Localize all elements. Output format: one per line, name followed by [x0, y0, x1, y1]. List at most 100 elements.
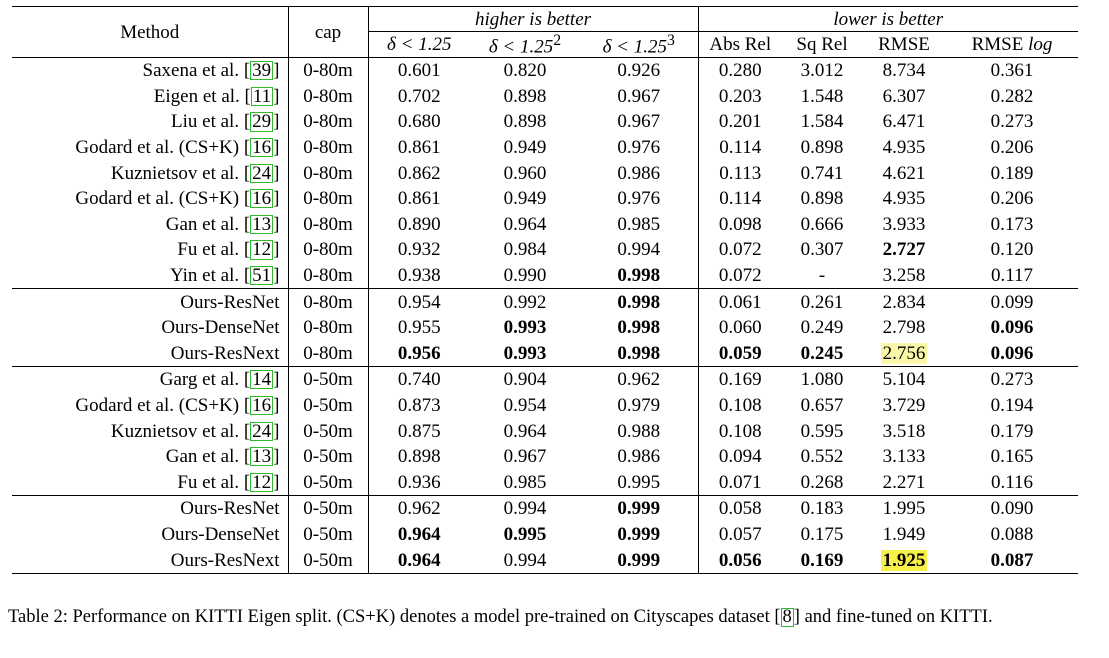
metric-value: 0.261: [800, 291, 844, 313]
delta3-header: δ < 1.253: [580, 31, 698, 58]
citation-link[interactable]: 24: [250, 420, 274, 442]
metric-value: 0.992: [503, 291, 547, 313]
citation-link[interactable]: 14: [250, 369, 274, 391]
citation-link[interactable]: 11: [250, 85, 274, 107]
citation-link[interactable]: 12: [250, 471, 274, 493]
metric-value: 0.740: [397, 369, 441, 391]
metric-value: 0.183: [800, 498, 844, 520]
method-cell: Liu et al. [29]: [12, 109, 288, 135]
method-cell: Ours-ResNet: [12, 495, 288, 522]
metric-value: 0.249: [800, 317, 844, 339]
method-name: Fu et al. [: [177, 239, 251, 261]
method-cell: Godard et al. (CS+K) [16]: [12, 186, 288, 212]
method-cell: Ours-DenseNet: [12, 315, 288, 341]
value-cell: 1.925: [862, 547, 946, 574]
metric-value: 2.834: [882, 291, 926, 313]
citation-bracket: ]: [273, 394, 280, 416]
metric-value: 0.955: [397, 317, 441, 339]
value-cell: 0.060: [697, 314, 782, 341]
metric-value: 0.108: [718, 395, 762, 417]
value-cell: 0.898: [367, 443, 470, 470]
metric-value: 0.165: [990, 446, 1034, 468]
method-cell: Saxena et al. [39]: [12, 56, 288, 84]
metric-value: 0.595: [800, 420, 844, 442]
value-cell: 0.976: [580, 135, 698, 161]
citation-link[interactable]: 16: [250, 394, 274, 416]
table-row: Yin et al. [51] 0-80m 0.938 0.990 0.998 0.072…: [12, 262, 1078, 289]
value-cell: 3.012: [782, 56, 862, 84]
citation-link[interactable]: 39: [250, 60, 274, 82]
method-cell: Godard et al. (CS+K) [16]: [12, 393, 288, 419]
table-row: Ours-ResNet 0-80m 0.954 0.992 0.998 0.061 0.26…: [12, 288, 1078, 315]
cap-cell: 0-50m: [287, 547, 368, 574]
citation-link[interactable]: 16: [250, 137, 274, 159]
metric-value: 4.935: [882, 188, 926, 210]
value-cell: 0.169: [782, 547, 862, 574]
table-row: Saxena et al. [39] 0-80m 0.601 0.820 0.926 0.…: [12, 56, 1078, 84]
delta2-header: δ < 1.252: [470, 31, 580, 58]
value-cell: 0.261: [782, 288, 862, 315]
citation-link[interactable]: 13: [250, 213, 274, 235]
rmselog-header: RMSE log: [946, 31, 1078, 58]
metric-value: 0.245: [800, 342, 844, 364]
cap-cell: 0-50m: [287, 418, 368, 444]
value-cell: 0.099: [946, 288, 1078, 315]
value-cell: 0.994: [470, 547, 580, 574]
method-cell: Ours-ResNext: [12, 341, 288, 367]
metric-value: 0.206: [990, 137, 1034, 159]
cap-cell: 0-50m: [287, 392, 368, 419]
method-cell: Garg et al. [14]: [12, 366, 288, 393]
value-cell: 6.307: [862, 84, 946, 110]
value-cell: 1.080: [782, 366, 862, 393]
metric-value: 0.099: [990, 291, 1034, 313]
cap-cell: 0-50m: [287, 469, 368, 496]
metric-value: 0.954: [397, 291, 441, 313]
table-row: Ours-DenseNet 0-50m 0.964 0.995 0.999 0.057 0.…: [12, 521, 1078, 548]
citation-link[interactable]: 51: [250, 265, 274, 286]
value-cell: 0.273: [946, 109, 1078, 135]
method-name: Fu et al. [: [177, 471, 251, 493]
citation-bracket: ]: [273, 60, 280, 82]
metric-value: 0.995: [617, 471, 661, 493]
value-cell: -: [782, 263, 862, 289]
citation-link[interactable]: 16: [250, 188, 274, 210]
table-row: Godard et al. (CS+K) [16] 0-80m 0.861 0.949…: [12, 134, 1078, 161]
citation-link[interactable]: 29: [250, 111, 274, 133]
value-cell: 0.307: [782, 237, 862, 263]
metric-value: 0.949: [503, 137, 547, 159]
delta1-header: δ < 1.25: [367, 31, 470, 58]
metric-value: 0.861: [397, 137, 441, 159]
method-name: Ours-ResNext: [170, 549, 280, 571]
citation-link[interactable]: 24: [250, 162, 274, 184]
metric-value: 0.954: [503, 395, 547, 417]
value-cell: 0.666: [782, 212, 862, 238]
value-cell: 0.072: [697, 237, 782, 263]
value-cell: 3.133: [862, 444, 946, 470]
citation-link[interactable]: 12: [250, 239, 274, 261]
value-cell: 0.964: [470, 418, 580, 444]
value-cell: 0.984: [470, 237, 580, 263]
cap-cell: 0-80m: [287, 56, 368, 84]
header-row-2: δ < 1.25 δ < 1.252 δ < 1.253 Abs Rel Sq …: [12, 31, 1078, 58]
value-cell: 0.249: [782, 315, 862, 341]
metric-value: 0.960: [503, 162, 547, 184]
value-cell: 0.680: [367, 109, 470, 135]
value-cell: 0.999: [580, 522, 698, 548]
value-cell: 0.967: [580, 84, 698, 110]
metric-value: 0.189: [990, 162, 1034, 184]
method-cell: Eigen et al. [11]: [12, 84, 288, 110]
value-cell: 0.873: [367, 392, 470, 419]
metric-value: 0.988: [617, 420, 661, 442]
value-cell: 0.072: [697, 262, 782, 289]
citation-link[interactable]: 13: [250, 446, 274, 468]
value-cell: 0.954: [367, 288, 470, 315]
value-cell: 0.995: [580, 470, 698, 496]
method-cell: Fu et al. [12]: [12, 237, 288, 263]
citation-link[interactable]: 8: [780, 607, 794, 627]
method-cell: Fu et al. [12]: [12, 470, 288, 496]
value-cell: 2.834: [862, 288, 946, 315]
value-cell: 0.179: [946, 418, 1078, 444]
cap-cell: 0-50m: [287, 366, 368, 393]
value-cell: 0.964: [367, 547, 470, 574]
value-cell: 3.518: [862, 418, 946, 444]
